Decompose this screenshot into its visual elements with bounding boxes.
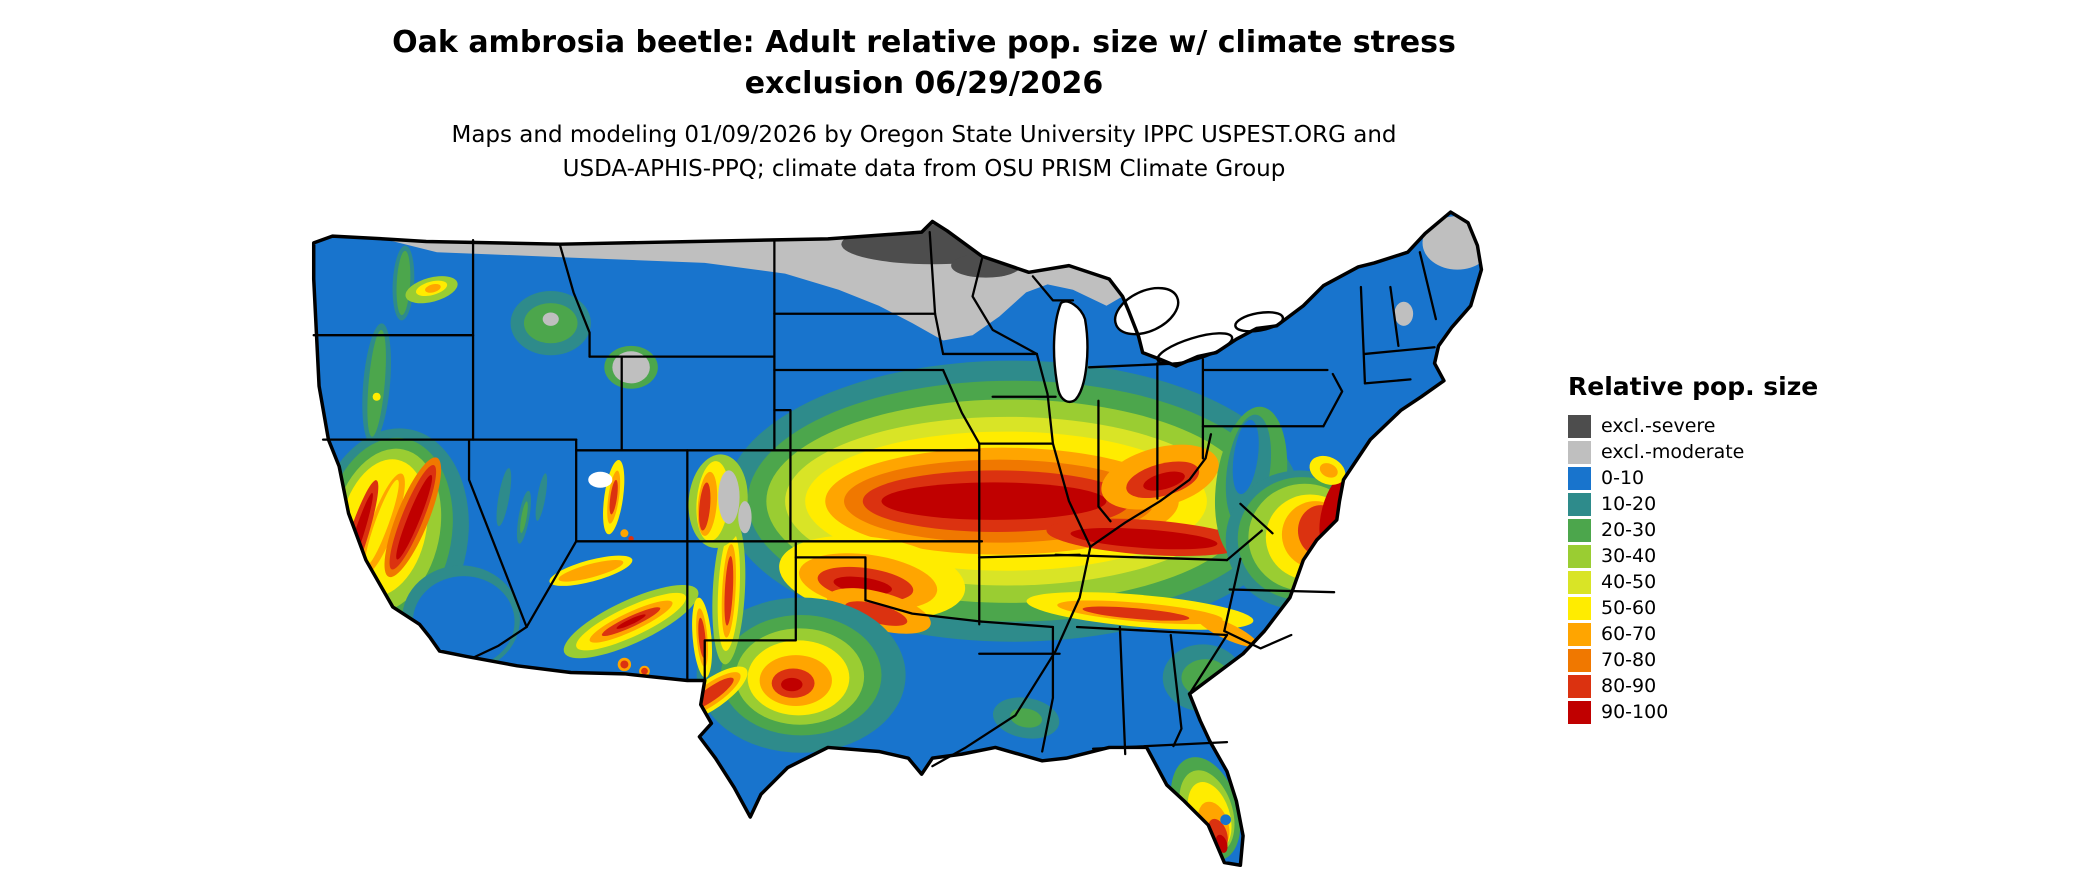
map-title: Oak ambrosia beetle: Adult relative pop.… [0,22,1848,104]
legend-item: 90-100 [1568,699,1818,725]
legend-label: 60-70 [1601,623,1657,645]
legend-swatch [1568,674,1591,698]
legend-item: excl.-severe [1568,413,1818,439]
legend-item: 60-70 [1568,621,1818,647]
legend-swatch [1568,700,1591,724]
us-outline [311,210,1484,867]
legend-item: 40-50 [1568,569,1818,595]
map-subtitle: Maps and modeling 01/09/2026 by Oregon S… [0,118,1848,186]
legend-label: 30-40 [1601,545,1657,567]
legend-label: 40-50 [1601,571,1657,593]
map-subtitle-line2: USDA-APHIS-PPQ; climate data from OSU PR… [562,156,1286,182]
legend-swatch [1568,570,1591,594]
legend-swatch [1568,596,1591,620]
legend-label: 0-10 [1601,467,1645,489]
map-title-line1: Oak ambrosia beetle: Adult relative pop.… [392,25,1456,60]
legend-swatch [1568,518,1591,542]
legend: Relative pop. size excl.-severe excl.-mod… [1568,372,1818,725]
legend-swatch [1568,622,1591,646]
legend-label: 10-20 [1601,493,1657,515]
legend-label: 80-90 [1601,675,1657,697]
map-title-line2: exclusion 06/29/2026 [744,66,1104,101]
us-population-map [303,196,1535,892]
legend-item: 10-20 [1568,491,1818,517]
legend-item: 0-10 [1568,465,1818,491]
legend-swatch [1568,466,1591,490]
legend-swatch [1568,440,1591,464]
legend-swatch [1568,492,1591,516]
legend-item: excl.-moderate [1568,439,1818,465]
legend-label: 50-60 [1601,597,1657,619]
legend-swatch [1568,648,1591,672]
legend-item: 20-30 [1568,517,1818,543]
legend-item: 80-90 [1568,673,1818,699]
legend-swatch [1568,414,1591,438]
us-map-svg [311,210,1484,867]
population-raster [313,212,1482,866]
legend-label: 70-80 [1601,649,1657,671]
lake-michigan [1052,300,1089,403]
legend-label: 20-30 [1601,519,1657,541]
map-subtitle-line1: Maps and modeling 01/09/2026 by Oregon S… [451,122,1397,148]
legend-items: excl.-severe excl.-moderate 0-10 10-20 20-30… [1568,413,1818,725]
great-salt-lake [588,471,613,488]
lake-huron [1113,286,1180,336]
legend-label: 90-100 [1601,701,1669,723]
legend-item: 30-40 [1568,543,1818,569]
legend-title: Relative pop. size [1568,372,1819,401]
legend-swatch [1568,544,1591,568]
legend-item: 50-60 [1568,595,1818,621]
legend-item: 70-80 [1568,647,1818,673]
legend-label: excl.-moderate [1601,441,1745,463]
legend-label: excl.-severe [1601,415,1716,437]
state-borders [312,231,1438,768]
